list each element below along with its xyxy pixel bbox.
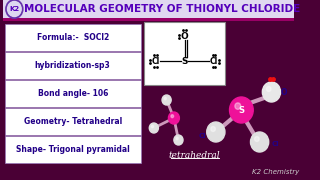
FancyBboxPatch shape	[3, 0, 294, 18]
Text: Shape- Trigonal pyramidal: Shape- Trigonal pyramidal	[16, 145, 130, 154]
Text: Cl: Cl	[271, 141, 279, 147]
Text: O: O	[281, 87, 287, 96]
Text: Cl: Cl	[198, 133, 206, 139]
Text: Geometry- Tetrahedral: Geometry- Tetrahedral	[24, 116, 122, 125]
Circle shape	[174, 135, 183, 145]
Text: MOLECULAR GEOMETRY OF THIONYL CHLORIDE: MOLECULAR GEOMETRY OF THIONYL CHLORIDE	[24, 4, 300, 14]
Text: hybridization-sp3: hybridization-sp3	[35, 60, 111, 69]
Text: S: S	[181, 57, 188, 66]
Text: Formula:-  SOCl2: Formula:- SOCl2	[36, 33, 109, 42]
FancyBboxPatch shape	[3, 18, 294, 21]
Text: K2 Chemistry: K2 Chemistry	[252, 169, 300, 175]
Circle shape	[235, 103, 241, 109]
Circle shape	[176, 137, 178, 140]
Circle shape	[255, 136, 259, 141]
FancyBboxPatch shape	[5, 107, 140, 134]
FancyBboxPatch shape	[144, 21, 225, 84]
Text: S: S	[238, 105, 244, 114]
FancyBboxPatch shape	[5, 80, 140, 107]
Circle shape	[168, 112, 180, 124]
Circle shape	[251, 132, 269, 152]
Circle shape	[151, 125, 154, 128]
Circle shape	[149, 123, 158, 133]
Text: tetrahedral: tetrahedral	[168, 150, 220, 159]
FancyBboxPatch shape	[5, 24, 140, 51]
Circle shape	[211, 127, 215, 132]
FancyBboxPatch shape	[5, 136, 140, 163]
Circle shape	[229, 97, 253, 123]
Circle shape	[162, 95, 171, 105]
Circle shape	[207, 122, 225, 142]
Text: Cl: Cl	[152, 57, 160, 66]
Circle shape	[7, 1, 21, 17]
Text: Cl: Cl	[210, 57, 218, 66]
Text: Bond angle- 106: Bond angle- 106	[37, 89, 108, 98]
Text: O: O	[181, 31, 189, 40]
Circle shape	[171, 115, 174, 118]
FancyBboxPatch shape	[5, 51, 140, 78]
Circle shape	[6, 0, 22, 18]
Text: K2: K2	[9, 6, 20, 12]
Circle shape	[267, 87, 271, 91]
Circle shape	[262, 82, 281, 102]
Circle shape	[164, 97, 166, 100]
